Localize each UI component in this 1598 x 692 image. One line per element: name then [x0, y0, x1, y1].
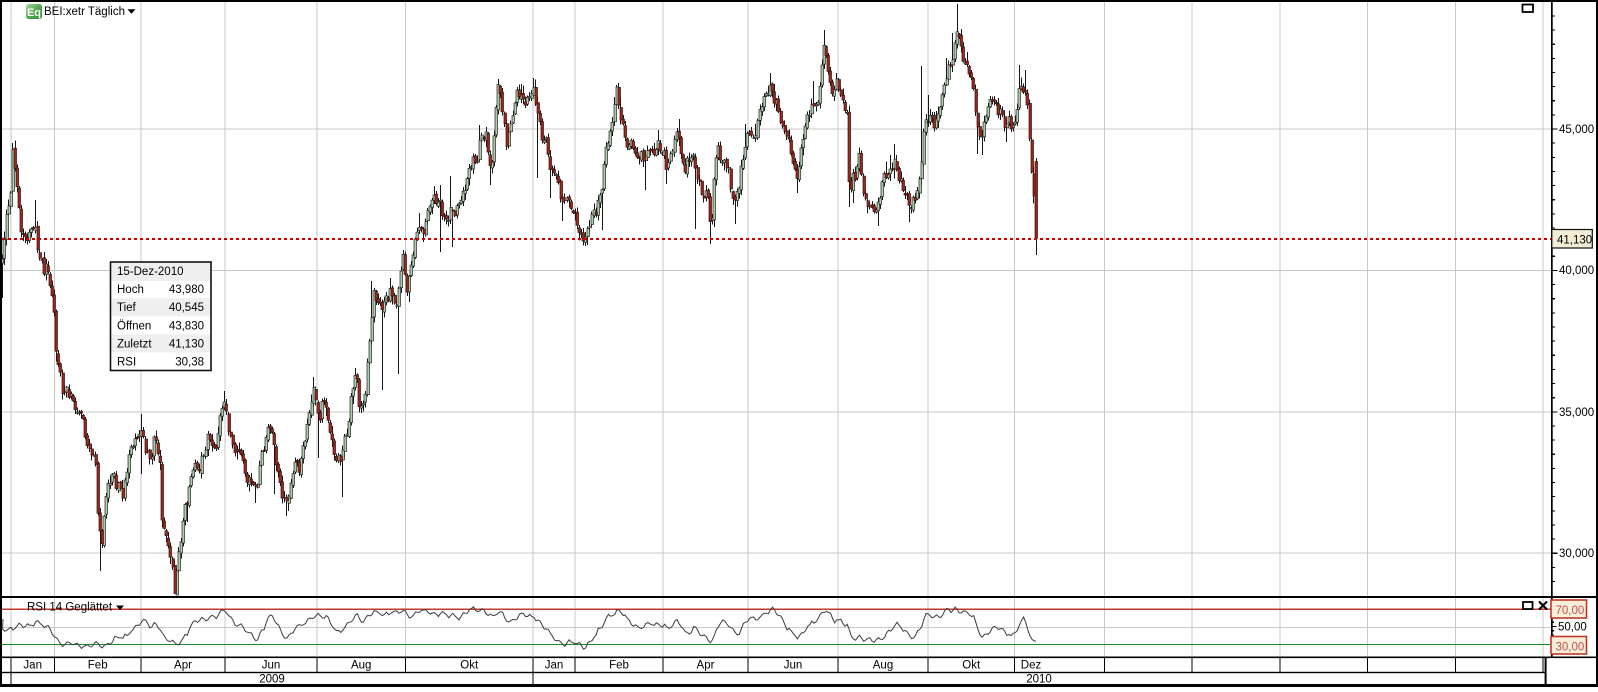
svg-text:30,00: 30,00: [1556, 642, 1585, 654]
svg-text:Apr: Apr: [697, 660, 715, 672]
svg-text:40,545: 40,545: [169, 302, 204, 314]
svg-text:Jan: Jan: [23, 660, 42, 672]
svg-text:70,00: 70,00: [1556, 605, 1585, 617]
svg-text:45,000: 45,000: [1559, 124, 1594, 136]
svg-text:Okt: Okt: [962, 660, 981, 672]
svg-text:Jun: Jun: [784, 660, 803, 672]
svg-text:35,000: 35,000: [1559, 407, 1594, 419]
svg-text:Okt: Okt: [460, 660, 479, 672]
svg-text:Aug: Aug: [351, 660, 371, 672]
svg-text:50,00: 50,00: [1558, 622, 1587, 634]
svg-text:41,130: 41,130: [169, 338, 204, 350]
svg-text:RSI 14 Geglättet: RSI 14 Geglättet: [27, 602, 113, 614]
svg-text:Öffnen: Öffnen: [117, 320, 151, 332]
svg-text:43,830: 43,830: [169, 320, 204, 332]
svg-text:Feb: Feb: [88, 660, 108, 672]
svg-text:Dez: Dez: [1021, 660, 1042, 672]
svg-text:Eq: Eq: [27, 7, 41, 19]
svg-text:Hoch: Hoch: [117, 284, 144, 296]
svg-text:30,000: 30,000: [1559, 548, 1594, 560]
svg-text:Apr: Apr: [174, 660, 192, 672]
svg-text:41,130: 41,130: [1557, 235, 1592, 247]
svg-text:2009: 2009: [259, 674, 285, 686]
svg-text:BEI:xetr Täglich: BEI:xetr Täglich: [44, 6, 125, 18]
svg-text:Zuletzt: Zuletzt: [117, 338, 152, 350]
svg-text:Jan: Jan: [545, 660, 564, 672]
svg-text:15-Dez-2010: 15-Dez-2010: [117, 266, 183, 278]
svg-text:RSI: RSI: [117, 357, 136, 369]
svg-text:30,38: 30,38: [175, 357, 204, 369]
svg-text:Aug: Aug: [873, 660, 893, 672]
svg-text:40,000: 40,000: [1559, 265, 1594, 277]
svg-text:Feb: Feb: [609, 660, 629, 672]
svg-text:43,980: 43,980: [169, 284, 204, 296]
svg-text:Tief: Tief: [117, 302, 137, 314]
svg-text:Jun: Jun: [262, 660, 281, 672]
svg-text:2010: 2010: [1026, 674, 1052, 686]
